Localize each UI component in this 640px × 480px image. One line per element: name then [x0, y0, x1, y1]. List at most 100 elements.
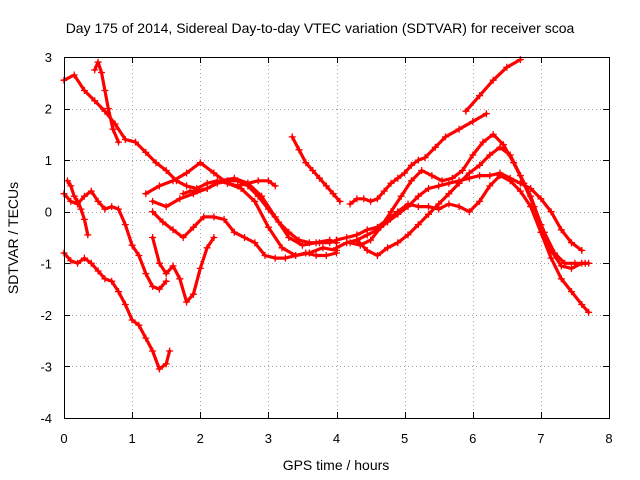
data-point-marker — [322, 252, 330, 259]
x-tick-label: 4 — [333, 431, 340, 446]
data-point-marker — [414, 203, 422, 211]
data-point-marker — [101, 205, 109, 213]
x-tick-label: 8 — [605, 431, 612, 446]
data-point-marker — [121, 221, 129, 229]
data-point-marker — [394, 239, 402, 247]
x-tick-label: 3 — [265, 431, 272, 446]
data-point-marker — [115, 205, 122, 213]
data-point-marker — [210, 234, 218, 241]
data-point-marker — [459, 167, 466, 174]
data-point-marker — [162, 277, 170, 285]
data-point-marker — [322, 182, 330, 190]
data-point-marker — [479, 138, 487, 146]
data-point-marker — [387, 179, 395, 187]
data-point-marker — [237, 185, 245, 192]
data-point-marker — [418, 167, 426, 174]
series-arc-03 — [60, 187, 170, 293]
data-point-marker — [445, 200, 453, 208]
data-point-marker — [414, 221, 422, 229]
series-arc-02 — [91, 58, 122, 146]
data-point-marker — [462, 107, 470, 115]
data-point-marker — [155, 365, 163, 373]
data-point-marker — [547, 208, 555, 216]
data-point-marker — [91, 66, 99, 74]
data-point-marker — [489, 130, 497, 138]
series-arc-04 — [60, 249, 174, 373]
y-tick-label: 0 — [45, 205, 52, 220]
data-point-marker — [142, 270, 150, 278]
data-point-marker — [568, 239, 575, 247]
data-point-marker — [200, 213, 208, 221]
data-point-marker — [189, 223, 197, 231]
data-point-marker — [373, 226, 381, 234]
y-tick-label: 3 — [45, 50, 52, 65]
data-point-marker — [109, 125, 117, 133]
data-point-marker — [94, 267, 102, 275]
data-point-marker — [132, 138, 139, 146]
data-point-marker — [108, 203, 116, 211]
data-point-marker — [149, 234, 157, 241]
y-axis-label: SDTVAR / TECUs — [5, 182, 21, 294]
data-point-marker — [224, 177, 231, 185]
data-point-marker — [278, 244, 286, 252]
data-point-marker — [281, 254, 289, 262]
data-point-marker — [486, 172, 494, 180]
data-point-marker — [363, 231, 371, 239]
x-tick-label: 2 — [197, 431, 204, 446]
data-point-marker — [404, 231, 412, 239]
data-point-marker — [465, 208, 473, 216]
data-point-marker — [302, 249, 310, 257]
data-point-marker — [186, 187, 194, 195]
data-point-marker — [445, 190, 453, 198]
data-point-marker — [384, 244, 392, 252]
data-point-marker — [87, 187, 95, 195]
data-point-marker — [162, 270, 170, 278]
data-point-marker — [152, 159, 160, 167]
x-axis-label: GPS time / hours — [283, 457, 390, 473]
data-point-marker — [394, 174, 402, 182]
data-point-marker — [503, 63, 511, 71]
data-point-marker — [367, 197, 375, 205]
series-line — [290, 135, 342, 203]
data-point-marker — [70, 71, 78, 79]
ticks — [64, 57, 610, 419]
data-point-marker — [363, 246, 371, 254]
data-point-marker — [346, 200, 354, 208]
data-point-marker — [241, 234, 248, 241]
data-point-marker — [121, 301, 129, 308]
data-point-marker — [333, 236, 340, 244]
data-point-marker — [360, 195, 368, 203]
series-arc-12 — [346, 130, 589, 267]
series-arc-08 — [149, 234, 218, 306]
data-point-marker — [435, 182, 443, 190]
data-point-marker — [442, 133, 449, 141]
data-point-marker — [189, 290, 197, 298]
data-point-marker — [183, 298, 191, 306]
data-point-marker — [516, 179, 524, 187]
data-point-marker — [425, 210, 432, 218]
data-point-marker — [476, 197, 484, 205]
data-point-marker — [319, 244, 327, 252]
data-point-marker — [244, 182, 252, 190]
data-point-marker — [80, 192, 88, 200]
data-point-marker — [425, 203, 432, 211]
data-point-marker — [585, 308, 593, 316]
data-point-marker — [84, 231, 92, 239]
data-point-marker — [159, 218, 167, 226]
data-point-marker — [465, 174, 473, 182]
data-point-marker — [176, 275, 184, 283]
data-point-marker — [578, 301, 586, 308]
data-point-marker — [578, 259, 586, 267]
data-point-marker — [155, 182, 163, 190]
data-point-marker — [220, 215, 228, 223]
series-layer — [60, 56, 593, 373]
data-point-marker — [203, 244, 211, 252]
data-point-marker — [115, 288, 122, 296]
x-tick-label: 1 — [129, 431, 136, 446]
data-point-marker — [428, 172, 436, 180]
data-point-marker — [210, 213, 218, 221]
data-point-marker — [80, 87, 88, 94]
data-point-marker — [179, 190, 187, 198]
data-point-marker — [115, 138, 122, 146]
